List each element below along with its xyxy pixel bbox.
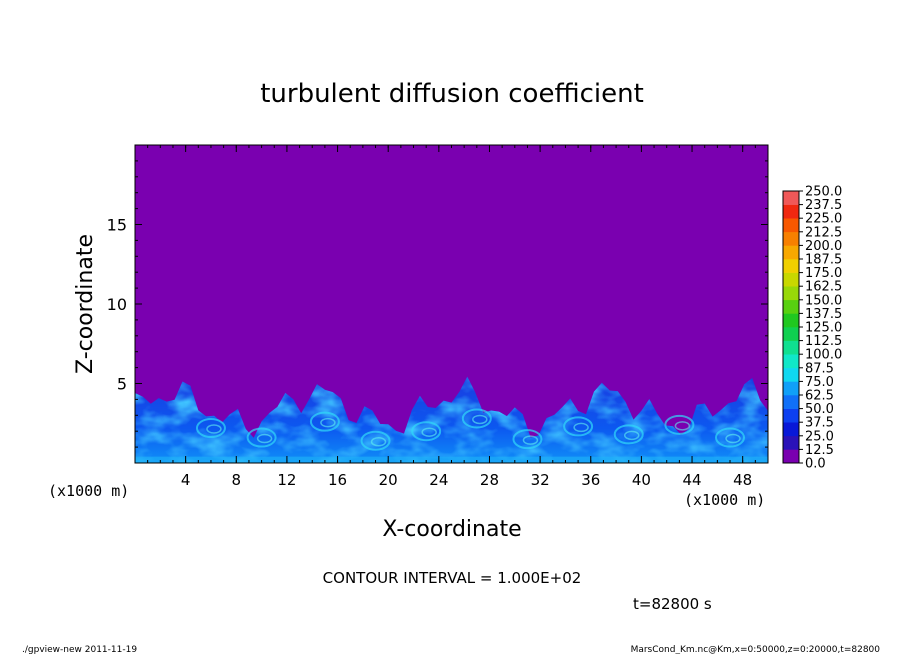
- eddy-inner-3: [370, 436, 387, 447]
- x-tick-label-7: 32: [531, 471, 550, 489]
- eddy-2: [309, 411, 340, 432]
- eddy-inner-4: [421, 427, 437, 437]
- colorbar-segment-5: [783, 381, 799, 396]
- colorbar-segment-4: [783, 395, 799, 409]
- colorbar-label-4: 50.0: [805, 402, 834, 417]
- colorbar-label-7: 87.5: [805, 361, 834, 376]
- eddy-inner-1: [256, 433, 273, 444]
- colorbar-segment-1: [783, 435, 799, 450]
- turbulent-layer-eddies: [135, 376, 768, 463]
- colorbar-segment-17: [783, 218, 799, 233]
- colorbar-segment-16: [783, 231, 799, 246]
- colorbar-segment-8: [783, 340, 799, 355]
- eddy-inner-0: [206, 424, 222, 434]
- colorbar-segment-19: [783, 191, 799, 205]
- eddy-inner-9: [674, 421, 691, 431]
- y-tick-label-0: 5: [117, 375, 127, 394]
- x-tick-label-4: 20: [379, 471, 398, 489]
- eddy-0: [195, 418, 226, 439]
- colorbar-label-0: 0.0: [805, 457, 826, 472]
- colorbar-label-14: 175.0: [805, 266, 842, 281]
- eddy-6: [512, 429, 543, 450]
- colorbar-label-19: 237.5: [805, 198, 842, 213]
- eddy-10: [715, 427, 746, 448]
- eddy-inner-6: [522, 435, 539, 445]
- colorbar-segment-18: [783, 204, 799, 219]
- colorbar-label-18: 225.0: [805, 212, 842, 227]
- colorbar-segment-11: [783, 299, 799, 314]
- colorbar-label-13: 162.5: [805, 280, 842, 295]
- x-tick-label-0: 4: [181, 471, 191, 489]
- x-tick-label-6: 28: [480, 471, 499, 489]
- x-axis-label: X-coordinate: [382, 517, 521, 542]
- x-tick-label-5: 24: [429, 471, 448, 489]
- colorbar-segment-6: [783, 367, 799, 382]
- colorbar-segment-12: [783, 286, 799, 301]
- colorbar-segment-9: [783, 327, 799, 341]
- y-tick-label-2: 15: [107, 216, 127, 235]
- colorbar-label-15: 187.5: [805, 253, 842, 268]
- x-tick-label-1: 8: [232, 471, 242, 489]
- colorbar-segment-7: [783, 354, 799, 369]
- plot-area: [134, 144, 769, 464]
- y-axis-label: Z-coordinate: [73, 234, 98, 374]
- colorbar-label-20: 250.0: [805, 185, 842, 200]
- colorbar-label-8: 100.0: [805, 348, 842, 363]
- x-tick-label-8: 36: [581, 471, 600, 489]
- contour-interval-text: CONTOUR INTERVAL = 1.000E+02: [323, 569, 582, 587]
- colorbar-label-6: 75.0: [805, 375, 834, 390]
- eddy-3: [360, 430, 391, 451]
- x-unit-right: (x1000 m): [684, 491, 765, 509]
- colorbar-label-3: 37.5: [805, 416, 834, 431]
- colorbar-label-12: 150.0: [805, 293, 842, 308]
- eddy-8: [613, 424, 644, 445]
- x-tick-label-2: 12: [277, 471, 296, 489]
- colorbar: 0.012.525.037.550.062.575.087.5100.0112.…: [782, 185, 842, 472]
- x-tick-label-11: 48: [733, 471, 752, 489]
- surface-band: [135, 456, 768, 463]
- colorbar-label-11: 137.5: [805, 307, 842, 322]
- footer-right: MarsCond_Km.nc@Km,x=0:50000,z=0:20000,t=…: [631, 645, 881, 654]
- colorbar-label-1: 12.5: [805, 443, 834, 458]
- eddy-4: [411, 421, 442, 442]
- eddy-inner-8: [623, 430, 640, 441]
- colorbar-label-9: 112.5: [805, 334, 842, 349]
- colorbar-label-5: 62.5: [805, 389, 834, 404]
- x-axis: 4 8 12 16 20 24 28 32 36 40 44 48: [134, 145, 769, 489]
- eddy-inner-10: [725, 433, 741, 444]
- colorbar-segment-10: [783, 313, 799, 328]
- colorbar-segment-2: [783, 422, 799, 437]
- eddy-9: [664, 414, 695, 435]
- eddy-1: [246, 427, 277, 448]
- eddy-inner-5: [472, 414, 488, 425]
- colorbar-label-2: 25.0: [805, 429, 834, 444]
- colorbar-label-16: 200.0: [805, 239, 842, 254]
- colorbar-segment-0: [783, 449, 799, 464]
- eddy-inner-2: [320, 417, 336, 428]
- colorbar-label-17: 212.5: [805, 225, 842, 240]
- eddy-5: [461, 408, 492, 429]
- x-unit-left: (x1000 m): [48, 482, 129, 500]
- time-text: t=82800 s: [633, 595, 712, 613]
- x-tick-label-10: 44: [682, 471, 701, 489]
- chart-title: turbulent diffusion coefficient: [260, 79, 644, 109]
- colorbar-segment-13: [783, 272, 799, 287]
- colorbar-label-10: 125.0: [805, 321, 842, 336]
- colorbar-segment-14: [783, 259, 799, 273]
- x-tick-label-9: 40: [632, 471, 651, 489]
- x-tick-label-3: 16: [328, 471, 347, 489]
- y-tick-label-1: 10: [107, 295, 127, 314]
- footer-left: ./gpview-new 2011-11-19: [22, 645, 137, 654]
- colorbar-segment-3: [783, 408, 799, 423]
- colorbar-segment-15: [783, 245, 799, 260]
- turbulent-layer: [135, 376, 768, 463]
- y-axis: 5 10 15: [107, 144, 768, 464]
- eddy-7: [563, 416, 594, 437]
- eddy-inner-7: [573, 422, 589, 433]
